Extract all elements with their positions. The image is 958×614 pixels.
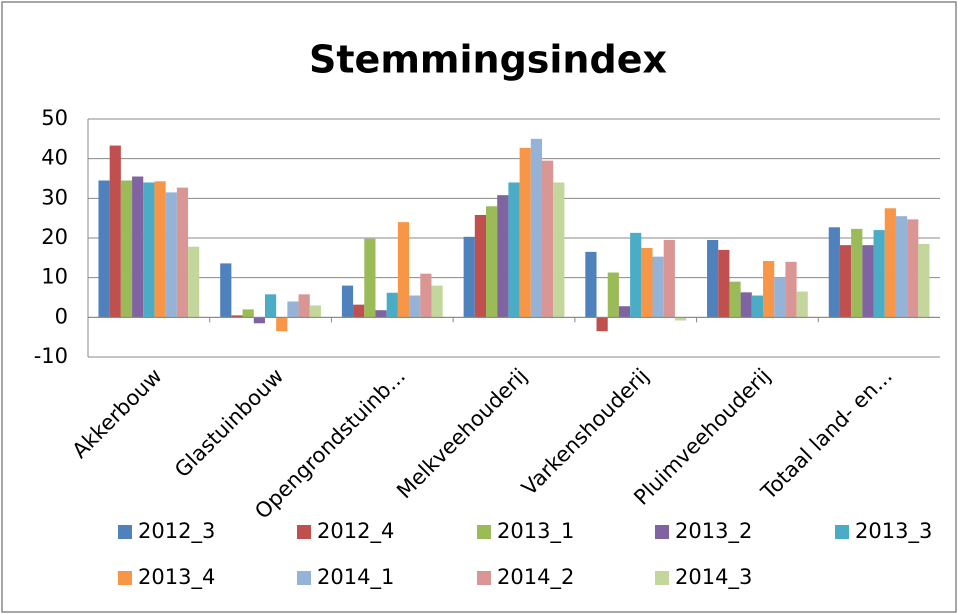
bar: [530, 138, 542, 318]
bar: [231, 315, 243, 318]
bar: [176, 187, 189, 318]
bar: [607, 272, 619, 318]
legend-swatch: [835, 525, 849, 539]
bar: [497, 195, 509, 318]
legend-label: 2012_3: [138, 519, 215, 544]
bar: [585, 251, 597, 318]
bar: [630, 232, 642, 318]
bar: [541, 160, 554, 318]
bar: [276, 317, 288, 332]
legend-label: 2013_2: [675, 519, 752, 544]
bar: [341, 285, 354, 318]
legend-label: 2013_1: [497, 519, 574, 544]
legend-swatch: [655, 571, 669, 585]
bar: [862, 245, 874, 318]
chart-title: Stemmingsindex: [309, 38, 667, 82]
bar: [508, 182, 520, 318]
legend-swatch: [297, 571, 311, 585]
y-tick-label: 20: [41, 225, 68, 249]
bar: [729, 281, 741, 318]
bar: [873, 230, 885, 318]
y-tick-label: -10: [34, 344, 68, 368]
bar: [674, 317, 687, 321]
bar: [431, 285, 443, 318]
legend-swatch: [297, 525, 311, 539]
bar: [474, 214, 487, 318]
y-tick-label: 50: [41, 106, 68, 130]
bar: [785, 261, 797, 318]
legend-swatch: [477, 571, 491, 585]
bar: [718, 249, 730, 318]
bar: [364, 238, 376, 318]
bar: [740, 292, 752, 318]
bar: [553, 182, 565, 318]
bar: [596, 317, 608, 332]
legend-label: 2012_4: [317, 519, 394, 544]
bar: [188, 246, 200, 318]
bar: [397, 222, 410, 318]
bar: [851, 228, 863, 318]
bar: [353, 304, 365, 318]
bar: [253, 317, 265, 324]
bar: [839, 245, 852, 318]
bar: [486, 206, 498, 318]
bar: [386, 292, 398, 318]
y-tick-label: 40: [41, 146, 68, 170]
legend-label: 2013_3: [855, 519, 932, 544]
legend-label: 2014_1: [317, 565, 394, 590]
legend-swatch: [477, 525, 491, 539]
legend-swatch: [118, 525, 132, 539]
bar: [828, 227, 840, 318]
bar: [109, 145, 121, 318]
bar: [751, 295, 764, 318]
bar: [763, 261, 775, 318]
bar: [884, 208, 896, 318]
bar: [420, 273, 432, 318]
bar: [652, 256, 664, 318]
legend-swatch: [655, 525, 669, 539]
bar: [264, 294, 277, 318]
bar: [242, 309, 254, 318]
bar: [618, 306, 631, 318]
bar: [375, 310, 387, 318]
bar: [519, 147, 531, 318]
bar: [641, 247, 653, 318]
bar: [663, 239, 675, 318]
bar: [707, 239, 719, 318]
bar: [165, 192, 177, 318]
bar: [309, 305, 321, 318]
bar: [463, 236, 475, 318]
bar: [154, 181, 166, 318]
y-tick-label: 30: [41, 185, 68, 209]
legend-label: 2013_4: [138, 565, 215, 590]
legend-swatch: [118, 571, 132, 585]
bar: [98, 180, 110, 318]
bar: [907, 219, 919, 318]
bar: [796, 291, 808, 318]
bar: [409, 295, 421, 318]
legend-label: 2014_2: [497, 565, 574, 590]
bar: [287, 301, 299, 318]
bar: [298, 294, 310, 318]
y-tick-label: 0: [55, 304, 68, 328]
bar: [895, 216, 908, 318]
bar: [774, 277, 786, 318]
bar: [143, 182, 155, 318]
bar: [132, 176, 144, 318]
y-tick-label: 10: [41, 265, 68, 289]
bar: [120, 180, 133, 318]
bar: [918, 243, 930, 318]
legend-label: 2014_3: [675, 565, 752, 590]
bar: [220, 263, 232, 318]
